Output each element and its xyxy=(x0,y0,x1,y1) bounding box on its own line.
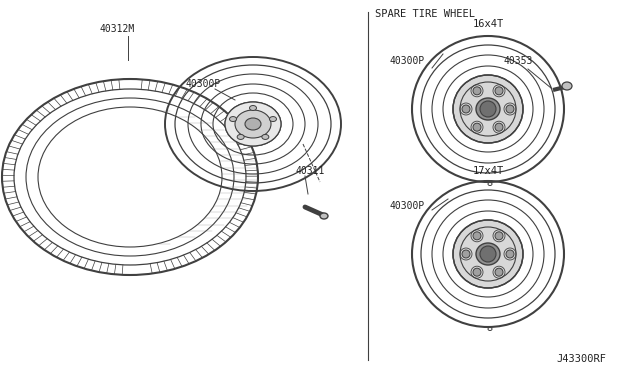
Text: 16x4T: 16x4T xyxy=(473,19,504,29)
Ellipse shape xyxy=(453,75,523,143)
Ellipse shape xyxy=(245,118,261,130)
Ellipse shape xyxy=(250,106,257,110)
Text: 40312M: 40312M xyxy=(100,24,135,34)
Ellipse shape xyxy=(230,116,237,122)
Text: 40300P: 40300P xyxy=(390,201,425,211)
Ellipse shape xyxy=(473,87,481,95)
Text: J43300RF: J43300RF xyxy=(556,354,606,364)
Ellipse shape xyxy=(462,105,470,113)
Ellipse shape xyxy=(506,105,514,113)
Ellipse shape xyxy=(462,250,470,258)
Ellipse shape xyxy=(262,134,269,140)
Ellipse shape xyxy=(225,102,281,146)
Ellipse shape xyxy=(235,110,271,138)
Ellipse shape xyxy=(269,116,276,122)
Ellipse shape xyxy=(320,213,328,219)
Ellipse shape xyxy=(453,220,523,288)
Ellipse shape xyxy=(495,123,503,131)
Ellipse shape xyxy=(562,82,572,90)
Ellipse shape xyxy=(480,246,496,262)
Ellipse shape xyxy=(495,87,503,95)
Ellipse shape xyxy=(473,232,481,240)
Ellipse shape xyxy=(473,268,481,276)
Ellipse shape xyxy=(476,243,500,265)
Text: 40311: 40311 xyxy=(295,166,324,176)
Ellipse shape xyxy=(495,268,503,276)
Ellipse shape xyxy=(476,98,500,120)
Text: 40300P: 40300P xyxy=(390,56,425,66)
Ellipse shape xyxy=(480,101,496,117)
Text: 40353: 40353 xyxy=(504,56,533,66)
Ellipse shape xyxy=(473,123,481,131)
Ellipse shape xyxy=(495,232,503,240)
Ellipse shape xyxy=(237,134,244,140)
Text: 17x4T: 17x4T xyxy=(473,166,504,176)
Text: SPARE TIRE WHEEL: SPARE TIRE WHEEL xyxy=(375,9,475,19)
Ellipse shape xyxy=(506,250,514,258)
Text: 40300P: 40300P xyxy=(185,79,220,89)
